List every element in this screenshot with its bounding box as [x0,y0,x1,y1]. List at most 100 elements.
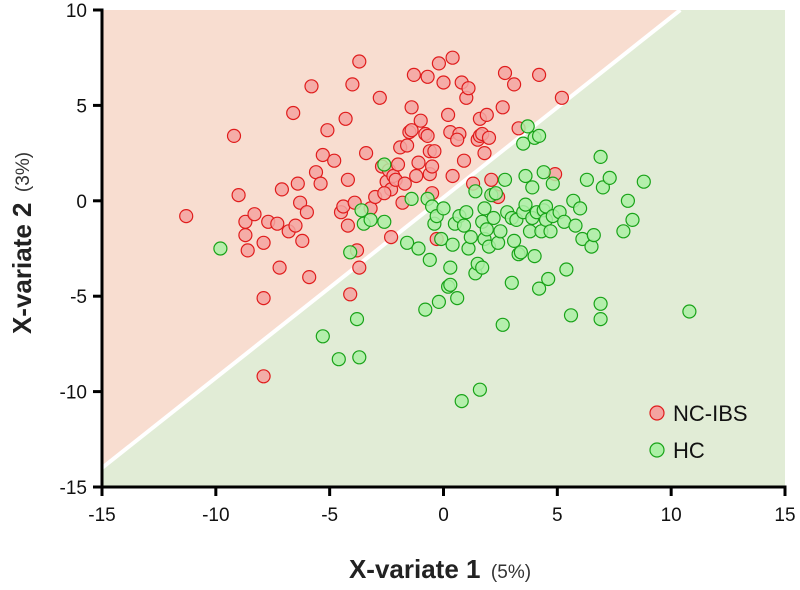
data-point [525,180,540,195]
y-tick-label: 10 [66,1,87,22]
data-point [272,260,287,275]
data-point [406,67,421,83]
data-point [409,168,424,184]
data-point [354,203,369,218]
data-point [563,308,579,323]
x-tick-label: -5 [321,505,338,526]
data-point [431,294,446,309]
y-tick-label: -15 [60,478,87,499]
data-point [463,230,478,245]
data-point [443,260,458,275]
data-point [288,218,303,233]
data-point [472,382,487,397]
data-point [226,128,242,143]
data-point [625,212,640,227]
data-point [256,291,271,306]
x-tick-label: 10 [661,505,682,526]
data-point [479,107,494,123]
data-point [636,174,651,189]
data-point [404,100,419,115]
data-point [491,235,506,250]
data-point [545,176,560,191]
data-point [238,228,253,243]
y-tick-label: 0 [76,192,87,213]
data-point [454,394,469,409]
data-point [554,90,570,105]
data-point [456,218,472,233]
x-tick-label: -10 [202,505,229,526]
data-point [315,329,330,344]
data-point [331,352,346,367]
data-point [349,312,365,327]
x-axis-title: X-variate 1 (5%) [349,554,531,584]
legend: NC-IBS HC [649,401,748,463]
data-point [390,157,406,172]
legend-marker-nc-ibs [649,405,665,421]
data-point [377,214,392,229]
data-point [418,302,433,317]
data-point [568,218,583,233]
y-tick-label: 5 [76,96,87,117]
data-point [345,77,360,92]
data-point [377,186,392,201]
data-point [256,235,271,250]
data-point [595,180,611,195]
data-point [593,312,608,327]
data-point [340,172,355,187]
data-point [461,81,476,96]
data-point [459,205,474,220]
y-tick-label: -5 [70,287,87,308]
y-axis-title: X-variate 2 (3%) [7,152,37,334]
data-point [295,233,310,248]
data-point [477,146,492,161]
data-point [572,201,588,216]
data-point [579,172,595,187]
data-point [231,188,246,203]
data-point [559,262,574,277]
data-point [352,54,367,69]
data-point [461,241,476,256]
data-point [477,201,492,216]
x-tick-label: 15 [774,505,795,526]
x-tick-label: 0 [438,505,449,526]
x-tick-label: -15 [88,505,115,526]
data-point [290,176,305,191]
data-point [593,149,608,164]
y-axis-percent: (3%) [13,152,34,192]
legend-label-nc-ibs: NC-IBS [673,401,748,426]
data-point [593,296,608,311]
data-point [518,197,533,212]
data-point [352,350,367,365]
y-tick-label: -10 [60,383,87,404]
data-point [527,249,542,264]
data-point [270,216,285,231]
data-point [302,270,317,285]
data-point [516,136,531,151]
data-point [293,195,308,210]
data-point [338,111,353,126]
data-point [404,191,419,206]
series-hc [213,119,697,409]
data-point [682,304,697,319]
data-point [240,243,255,258]
data-point [404,123,419,138]
data-point [313,176,328,191]
data-point [436,75,451,90]
data-point [363,212,378,227]
legend-label-hc: HC [673,438,705,463]
data-point [340,218,355,233]
data-point [513,245,529,260]
data-point [495,317,510,332]
data-point [616,224,631,239]
data-point [343,245,358,260]
data-point [481,130,497,145]
data-point [431,56,446,71]
data-point [584,239,599,254]
data-point [484,172,499,187]
data-point [256,369,271,384]
data-point [179,209,194,224]
y-axis-label: X-variate 2 [7,203,37,335]
data-point [497,65,513,81]
data-point [443,277,458,292]
